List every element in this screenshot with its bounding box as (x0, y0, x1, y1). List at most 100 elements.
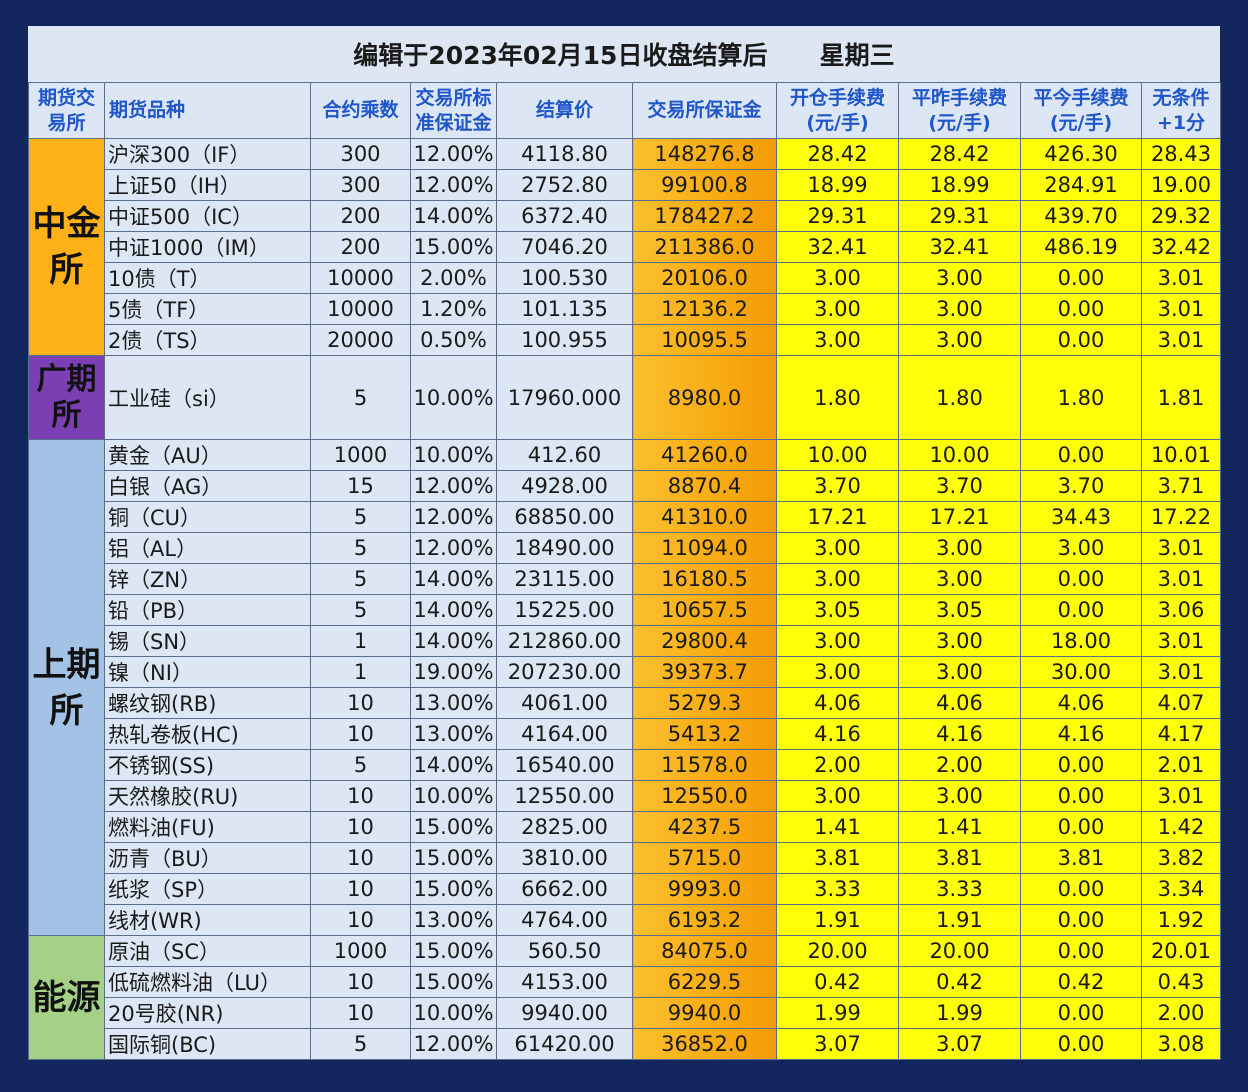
close-today-fee: 426.30 (1020, 138, 1142, 170)
product-name: 燃料油(FU) (104, 811, 311, 843)
product-name: 锌（ZN） (104, 563, 311, 595)
open-fee: 1.80 (776, 355, 899, 440)
table-row: 锡（SN） 1 14.00% 212860.00 29800.4 3.00 3.00 18.0… (29, 625, 1221, 657)
product-name: 工业硅（si） (104, 355, 311, 440)
multiplier: 5 (310, 594, 411, 626)
margin-rate: 12.00% (410, 1028, 497, 1060)
product-name: 原油（SC） (104, 935, 311, 967)
close-yesterday-fee: 3.33 (898, 873, 1021, 905)
plus-one-fee: 3.01 (1141, 262, 1221, 294)
header-close-yesterday-fee: 平昨手续费(元/手) (898, 82, 1021, 139)
product-name: 中证500（IC） (104, 200, 311, 232)
plus-one-fee: 3.01 (1141, 656, 1221, 688)
margin-rate: 15.00% (410, 966, 497, 998)
close-today-fee: 4.06 (1020, 687, 1142, 719)
close-today-fee: 0.00 (1020, 780, 1142, 812)
product-name: 天然橡胶(RU) (104, 780, 311, 812)
open-fee: 3.81 (776, 842, 899, 874)
open-fee: 3.07 (776, 1028, 899, 1060)
settle-price: 2825.00 (496, 811, 633, 843)
margin-rate: 2.00% (410, 262, 497, 294)
settle-price: 18490.00 (496, 532, 633, 564)
open-fee: 29.31 (776, 200, 899, 232)
header-margin-rate: 交易所标准保证金 (410, 82, 497, 139)
plus-one-fee: 0.43 (1141, 966, 1221, 998)
margin-rate: 15.00% (410, 935, 497, 967)
table-row: 螺纹钢(RB) 10 13.00% 4061.00 5279.3 4.06 4.06 4.06… (29, 687, 1221, 719)
open-fee: 4.06 (776, 687, 899, 719)
product-name: 螺纹钢(RB) (104, 687, 311, 719)
margin: 20106.0 (632, 262, 777, 294)
margin: 5715.0 (632, 842, 777, 874)
margin: 9993.0 (632, 873, 777, 905)
plus-one-fee: 3.01 (1141, 625, 1221, 657)
header-plus-one: 无条件+1分 (1141, 82, 1221, 139)
table-row: 国际铜(BC) 5 12.00% 61420.00 36852.0 3.07 3.07 0.0… (29, 1028, 1221, 1060)
settle-price: 207230.00 (496, 656, 633, 688)
margin: 12550.0 (632, 780, 777, 812)
product-name: 20号胶(NR) (104, 997, 311, 1029)
margin-rate: 10.00% (410, 997, 497, 1029)
product-name: 10债（T） (104, 262, 311, 294)
margin-rate: 13.00% (410, 687, 497, 719)
close-today-fee: 1.80 (1020, 355, 1142, 440)
margin: 84075.0 (632, 935, 777, 967)
header-product: 期货品种 (104, 82, 311, 139)
open-fee: 3.00 (776, 324, 899, 356)
close-yesterday-fee: 3.81 (898, 842, 1021, 874)
table-row: 镍（NI） 1 19.00% 207230.00 39373.7 3.00 3.00 30.0… (29, 656, 1221, 688)
table-body: 中金所 沪深300（IF） 300 12.00% 4118.80 148276.8 28.4… (28, 138, 1221, 1060)
multiplier: 10 (310, 966, 411, 998)
close-today-fee: 0.00 (1020, 594, 1142, 626)
margin-rate: 15.00% (410, 231, 497, 263)
table-row: 2债（TS） 20000 0.50% 100.955 10095.5 3.00 3.00 0.… (29, 324, 1221, 356)
multiplier: 10 (310, 842, 411, 874)
open-fee: 32.41 (776, 231, 899, 263)
margin: 36852.0 (632, 1028, 777, 1060)
close-yesterday-fee: 3.05 (898, 594, 1021, 626)
plus-one-fee: 1.92 (1141, 904, 1221, 936)
margin: 6229.5 (632, 966, 777, 998)
close-yesterday-fee: 29.31 (898, 200, 1021, 232)
close-yesterday-fee: 1.41 (898, 811, 1021, 843)
margin-rate: 10.00% (410, 780, 497, 812)
close-today-fee: 0.00 (1020, 1028, 1142, 1060)
table-row: 20号胶(NR) 10 10.00% 9940.00 9940.0 1.99 1.99 0.0… (29, 997, 1221, 1029)
margin: 6193.2 (632, 904, 777, 936)
multiplier: 10 (310, 997, 411, 1029)
settle-price: 15225.00 (496, 594, 633, 626)
multiplier: 15 (310, 470, 411, 502)
margin: 8870.4 (632, 470, 777, 502)
settle-price: 412.60 (496, 439, 633, 471)
open-fee: 1.41 (776, 811, 899, 843)
margin-rate: 12.00% (410, 169, 497, 201)
margin: 99100.8 (632, 169, 777, 201)
close-today-fee: 0.00 (1020, 563, 1142, 595)
product-name: 低硫燃料油（LU） (104, 966, 311, 998)
multiplier: 10000 (310, 293, 411, 325)
settle-price: 4164.00 (496, 718, 633, 750)
margin: 16180.5 (632, 563, 777, 595)
open-fee: 3.00 (776, 656, 899, 688)
close-yesterday-fee: 3.07 (898, 1028, 1021, 1060)
open-fee: 20.00 (776, 935, 899, 967)
product-name: 上证50（IH） (104, 169, 311, 201)
multiplier: 10 (310, 687, 411, 719)
settle-price: 68850.00 (496, 501, 633, 533)
product-name: 铝（AL） (104, 532, 311, 564)
margin-rate: 14.00% (410, 749, 497, 781)
open-fee: 0.42 (776, 966, 899, 998)
margin: 148276.8 (632, 138, 777, 170)
plus-one-fee: 2.01 (1141, 749, 1221, 781)
margin-rate: 19.00% (410, 656, 497, 688)
close-yesterday-fee: 4.06 (898, 687, 1021, 719)
plus-one-fee: 28.43 (1141, 138, 1221, 170)
close-yesterday-fee: 17.21 (898, 501, 1021, 533)
margin: 10095.5 (632, 324, 777, 356)
plus-one-fee: 3.01 (1141, 324, 1221, 356)
product-name: 国际铜(BC) (104, 1028, 311, 1060)
multiplier: 300 (310, 169, 411, 201)
multiplier: 10 (310, 780, 411, 812)
product-name: 铜（CU） (104, 501, 311, 533)
plus-one-fee: 17.22 (1141, 501, 1221, 533)
